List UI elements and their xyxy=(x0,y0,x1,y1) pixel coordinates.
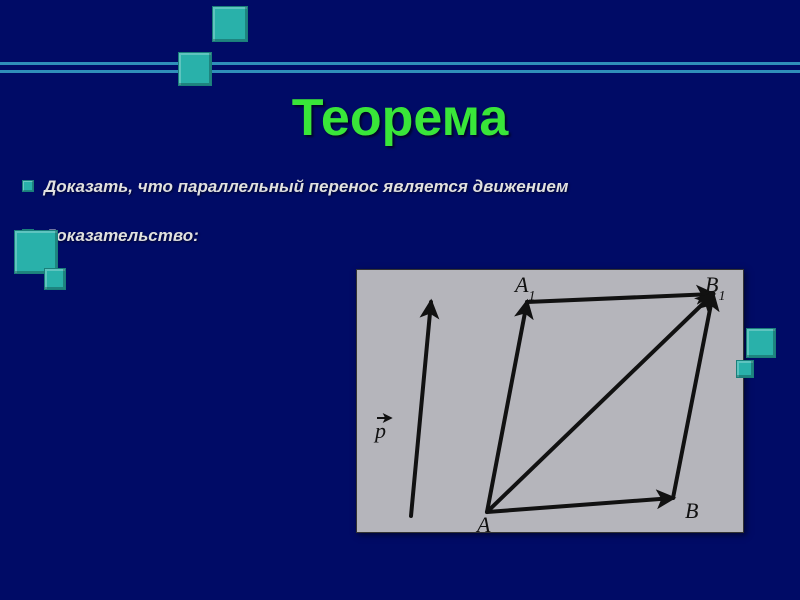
decor-square xyxy=(178,52,212,86)
slide: Теорема Доказать, что параллельный перен… xyxy=(0,0,800,600)
rule-line-1 xyxy=(0,62,800,65)
bullet-marker-icon xyxy=(22,180,34,192)
rule-line-2 xyxy=(0,70,800,73)
svg-text:B: B xyxy=(685,498,698,523)
decor-square xyxy=(212,6,248,42)
page-title: Теорема xyxy=(0,88,800,148)
decor-square xyxy=(736,360,754,378)
decor-square xyxy=(746,328,776,358)
svg-text:A1: A1 xyxy=(513,272,535,304)
diagram-svg: pABA1B1 xyxy=(357,270,745,534)
bullet-2-text: Доказательство: xyxy=(44,226,199,246)
bullet-1-text: Доказать, что параллельный перенос являе… xyxy=(44,177,568,197)
decor-square xyxy=(44,268,66,290)
bullet-1: Доказать, что параллельный перенос являе… xyxy=(22,177,568,197)
diagram: pABA1B1 xyxy=(356,269,744,533)
svg-text:A: A xyxy=(475,512,491,534)
vector-p-label: p xyxy=(373,418,391,443)
svg-text:p: p xyxy=(373,418,386,443)
